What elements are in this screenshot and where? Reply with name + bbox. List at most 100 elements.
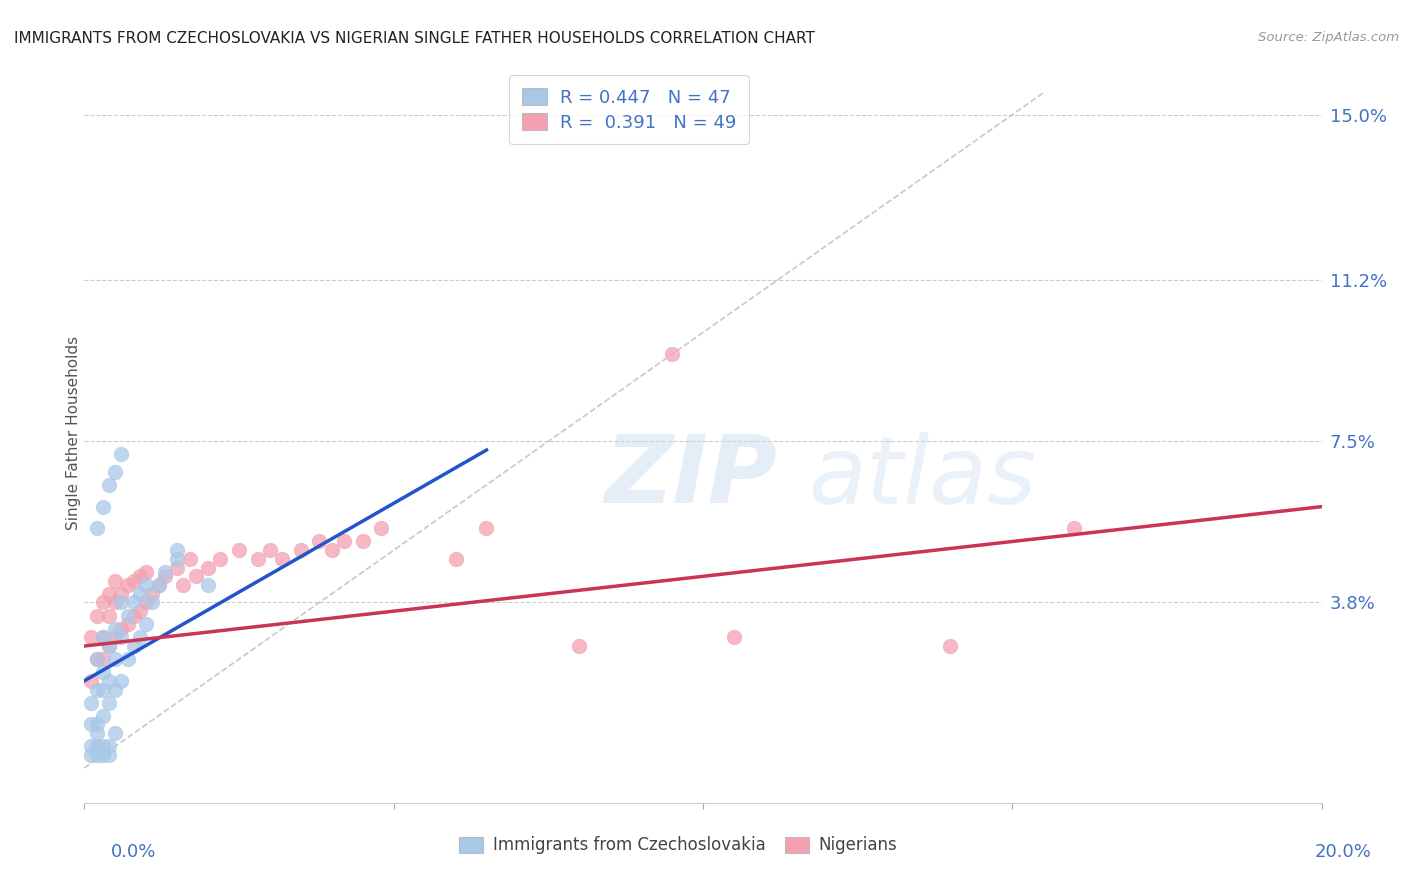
Point (79, 717, 101, 731)
Point (228, 543, 250, 558)
Text: IMMIGRANTS FROM CZECHOSLOVAKIA VS NIGERIAN SINGLE FATHER HOUSEHOLDS CORRELATION : IMMIGRANTS FROM CZECHOSLOVAKIA VS NIGERI… (14, 31, 815, 46)
Point (86, 682, 108, 697)
Point (86, 726, 108, 740)
Point (98, 696, 121, 710)
Point (110, 622, 132, 636)
Point (135, 617, 157, 632)
Point (166, 560, 188, 574)
Point (104, 652, 127, 666)
Legend: Immigrants from Czechoslovakia, Nigerians: Immigrants from Czechoslovakia, Nigerian… (453, 830, 904, 861)
Point (91, 630, 114, 644)
Point (352, 534, 374, 549)
Point (153, 565, 176, 579)
Point (141, 595, 163, 609)
Point (104, 574, 127, 588)
Point (370, 521, 392, 535)
Point (86, 608, 108, 623)
Point (723, 630, 745, 644)
Point (122, 574, 145, 588)
Point (321, 543, 343, 558)
Point (91, 665, 114, 680)
Point (290, 543, 312, 558)
Point (86, 717, 108, 731)
Point (98, 608, 121, 623)
Point (79, 630, 101, 644)
Point (117, 617, 139, 632)
Point (91, 595, 114, 609)
Point (246, 552, 269, 566)
Point (129, 604, 152, 618)
Point (98, 673, 121, 688)
Text: 0.0%: 0.0% (111, 843, 156, 861)
Point (1063, 521, 1085, 535)
Text: 20.0%: 20.0% (1315, 843, 1371, 861)
Point (179, 552, 201, 566)
Point (333, 534, 356, 549)
Point (141, 587, 163, 601)
Point (79, 747, 101, 762)
Point (166, 543, 188, 558)
Point (135, 595, 157, 609)
Point (91, 708, 114, 723)
Point (117, 578, 139, 592)
Point (135, 578, 157, 592)
Point (661, 347, 683, 361)
Point (98, 639, 121, 653)
Point (86, 739, 108, 754)
Point (271, 552, 294, 566)
Point (86, 652, 108, 666)
Point (98, 587, 121, 601)
Point (117, 652, 139, 666)
Point (79, 696, 101, 710)
Point (110, 630, 132, 644)
Point (110, 673, 132, 688)
Text: ZIP: ZIP (605, 431, 778, 523)
Point (104, 622, 127, 636)
Point (259, 543, 281, 558)
Point (475, 521, 498, 535)
Point (153, 569, 176, 583)
Point (166, 552, 188, 566)
Point (148, 578, 170, 592)
Point (148, 578, 170, 592)
Text: Source: ZipAtlas.com: Source: ZipAtlas.com (1258, 31, 1399, 45)
Point (122, 608, 145, 623)
Point (135, 565, 157, 579)
Point (104, 465, 127, 479)
Point (129, 587, 152, 601)
Text: atlas: atlas (808, 432, 1036, 523)
Point (129, 569, 152, 583)
Point (86, 652, 108, 666)
Point (197, 560, 219, 574)
Point (209, 552, 232, 566)
Point (91, 652, 114, 666)
Point (129, 630, 152, 644)
Point (86, 747, 108, 762)
Point (184, 569, 207, 583)
Point (98, 739, 121, 754)
Point (308, 534, 330, 549)
Point (86, 521, 108, 535)
Point (91, 500, 114, 514)
Point (98, 747, 121, 762)
Point (104, 630, 127, 644)
Point (444, 552, 467, 566)
Point (79, 739, 101, 754)
Point (104, 595, 127, 609)
Y-axis label: Single Father Households: Single Father Households (66, 335, 80, 530)
Point (110, 587, 132, 601)
Point (110, 447, 132, 461)
Point (122, 639, 145, 653)
Point (79, 673, 101, 688)
Point (98, 478, 121, 492)
Point (122, 595, 145, 609)
Point (91, 630, 114, 644)
Point (110, 595, 132, 609)
Point (104, 682, 127, 697)
Point (197, 578, 219, 592)
Point (91, 682, 114, 697)
Point (939, 639, 962, 653)
Point (104, 726, 127, 740)
Point (568, 639, 591, 653)
Point (91, 739, 114, 754)
